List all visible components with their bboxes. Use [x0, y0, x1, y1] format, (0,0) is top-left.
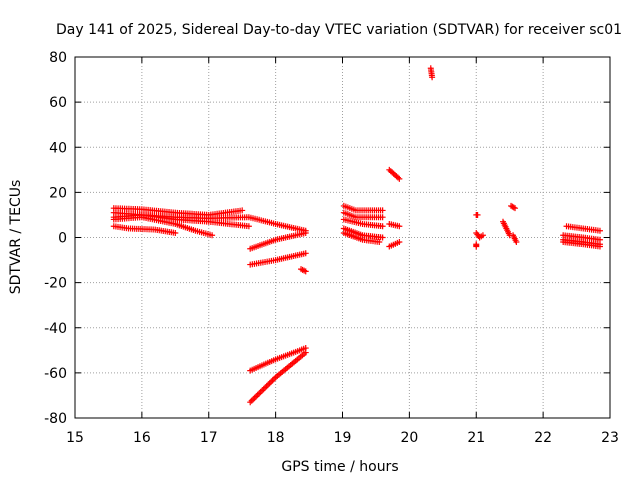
data-point: [266, 380, 273, 387]
data-point: [512, 205, 519, 212]
data-point: [256, 390, 263, 397]
series-arc-e: [110, 223, 179, 236]
y-tick-label: -80: [44, 411, 67, 427]
data-point: [257, 388, 264, 395]
data-point: [302, 250, 309, 257]
data-point: [302, 229, 309, 236]
data-point: [262, 384, 269, 391]
data-point: [429, 74, 436, 81]
y-tick-label: 20: [49, 185, 67, 201]
series-arc-u: [473, 229, 486, 241]
y-tick-label: -60: [44, 366, 67, 382]
data-point: [268, 378, 275, 385]
data-point: [254, 391, 261, 398]
data-point: [259, 387, 266, 394]
series-arc-f: [247, 229, 309, 252]
data-point: [271, 375, 278, 382]
data-point: [379, 214, 386, 221]
series-arc-o: [340, 229, 383, 246]
data-point: [263, 383, 270, 390]
data-point: [473, 243, 480, 250]
series-arc-r: [386, 166, 403, 182]
series-arc-m: [340, 216, 386, 230]
series-arc-z: [563, 223, 603, 234]
data-point: [247, 399, 254, 406]
series-arc-x: [508, 202, 519, 212]
data-point: [379, 234, 386, 241]
y-tick-label: 0: [58, 231, 67, 247]
series-arc-g: [247, 250, 309, 268]
x-tick-label: 23: [601, 430, 619, 446]
data-point: [396, 239, 403, 246]
chart-title: Day 141 of 2025, Sidereal Day-to-day VTE…: [56, 22, 622, 38]
data-point: [376, 239, 383, 246]
x-tick-label: 16: [133, 430, 151, 446]
series-arc-j: [247, 349, 309, 406]
data-point: [510, 204, 517, 211]
data-point: [239, 207, 246, 214]
data-point: [172, 229, 179, 236]
series-arc-v: [473, 241, 480, 250]
data-point: [209, 232, 216, 239]
data-points: [110, 65, 603, 406]
data-point: [302, 268, 309, 275]
y-tick-label: 80: [49, 50, 67, 66]
data-point: [596, 243, 603, 250]
series-arc-q: [386, 239, 403, 250]
data-point: [479, 232, 486, 239]
series-arc-w: [500, 218, 513, 239]
x-tick-label: 15: [66, 430, 84, 446]
series-arc-k: [340, 202, 386, 214]
y-tick-label: -40: [44, 321, 67, 337]
y-tick-label: 60: [49, 95, 67, 111]
x-tick-label: 17: [200, 430, 218, 446]
data-point: [245, 223, 252, 230]
series-arc-l: [340, 209, 386, 221]
series-arc-p: [386, 220, 403, 230]
data-point: [250, 396, 257, 403]
x-tick-label: 20: [400, 430, 418, 446]
data-point: [513, 239, 520, 246]
y-axis-label: SDTVAR / TECUs: [8, 180, 24, 295]
data-point: [265, 381, 272, 388]
data-point: [251, 394, 258, 401]
data-point: [474, 211, 481, 218]
data-point: [248, 397, 255, 404]
series-arc-y: [510, 232, 520, 246]
data-point: [302, 349, 309, 356]
ticks: 15 16 17 18 19 20 21 22 23 -80 -60 -40 -20 0 20 40 60 80: [44, 50, 619, 446]
series-arc-h: [298, 266, 309, 275]
series-arc-s: [427, 65, 436, 81]
x-tick-label: 19: [334, 430, 352, 446]
x-tick-label: 22: [534, 430, 552, 446]
data-point: [260, 386, 267, 393]
data-point: [396, 175, 403, 182]
series-arc-ac: [560, 239, 603, 250]
series-arc-i: [247, 345, 309, 374]
data-point: [596, 227, 603, 234]
y-tick-label: -20: [44, 276, 67, 292]
x-tick-label: 21: [467, 430, 485, 446]
y-tick-label: 40: [49, 140, 67, 156]
data-point: [379, 207, 386, 214]
data-point: [253, 393, 260, 400]
data-point: [396, 223, 403, 230]
series-arc-aa: [560, 232, 603, 243]
x-tick-label: 18: [267, 430, 285, 446]
x-axis-label: GPS time / hours: [281, 459, 398, 475]
data-point: [379, 223, 386, 230]
series-arc-t: [473, 211, 481, 218]
data-point: [269, 377, 276, 384]
grid: [75, 57, 610, 418]
series-arc-d: [110, 214, 216, 239]
